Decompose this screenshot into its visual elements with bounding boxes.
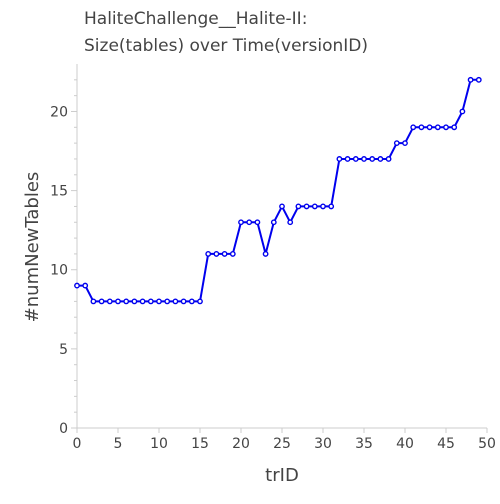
- data-point: [98, 298, 105, 305]
- data-point: [180, 298, 187, 305]
- series-layer: [74, 76, 482, 305]
- data-point: [369, 156, 376, 162]
- x-tick-label: 40: [396, 436, 414, 452]
- data-point: [443, 124, 449, 131]
- data-point: [115, 298, 121, 305]
- data-point: [279, 203, 285, 210]
- x-tick-label: 25: [273, 436, 291, 452]
- y-tick-label: 15: [50, 184, 68, 200]
- data-point: [197, 298, 203, 305]
- data-point: [270, 219, 277, 226]
- data-point: [344, 156, 351, 162]
- data-point: [106, 298, 113, 305]
- data-point: [377, 156, 384, 162]
- data-point: [139, 298, 146, 305]
- x-tick-label: 10: [150, 436, 168, 452]
- data-point: [295, 203, 302, 210]
- x-tick-label: 15: [191, 436, 209, 452]
- x-tick-label: 5: [114, 436, 123, 452]
- data-point: [459, 108, 466, 115]
- data-point: [352, 156, 359, 162]
- data-point: [418, 124, 425, 131]
- data-point: [172, 298, 179, 305]
- data-point: [131, 298, 138, 305]
- data-point: [303, 203, 310, 210]
- data-point: [320, 203, 326, 210]
- data-point: [410, 124, 417, 131]
- x-tick-label: 30: [314, 436, 332, 452]
- data-point: [229, 251, 236, 257]
- x-axis-label: trID: [265, 465, 299, 486]
- chart-title-line-1: HaliteChallenge__Halite-II:: [84, 9, 307, 29]
- y-axis-label: #numNewTables: [22, 172, 43, 323]
- data-point: [336, 156, 343, 162]
- data-point: [246, 219, 253, 226]
- y-tick-label: 10: [50, 263, 68, 279]
- data-point: [402, 140, 408, 147]
- data-point: [156, 298, 162, 305]
- data-point: [221, 251, 228, 257]
- data-point: [123, 298, 130, 305]
- data-point: [287, 219, 294, 226]
- data-point: [451, 124, 458, 131]
- y-tick-label: 20: [50, 104, 68, 120]
- y-tick-label: 0: [59, 421, 68, 437]
- chart-title-line-2: Size(tables) over Time(versionID): [84, 36, 368, 56]
- data-point: [238, 219, 244, 226]
- data-point: [467, 76, 474, 83]
- series-line: [77, 78, 479, 303]
- x-tick-label: 45: [437, 436, 455, 452]
- data-point: [434, 124, 441, 131]
- data-point: [426, 124, 433, 131]
- y-tick-label: 5: [59, 342, 68, 358]
- x-tick-label: 35: [355, 436, 373, 452]
- data-point: [328, 203, 335, 210]
- data-point: [74, 282, 80, 289]
- data-point: [90, 298, 97, 305]
- data-point: [361, 156, 367, 162]
- data-point: [262, 251, 269, 257]
- x-tick-label: 50: [478, 436, 496, 452]
- data-point: [147, 298, 154, 305]
- data-point: [213, 251, 220, 257]
- x-tick-label: 20: [232, 436, 250, 452]
- data-point: [164, 298, 171, 305]
- data-point: [311, 203, 318, 210]
- data-point: [385, 156, 392, 162]
- data-point: [205, 251, 212, 257]
- axes: 0 5 10 15 20 25 30 35 40 45 50 0 5 10 15 20: [50, 64, 496, 452]
- data-point: [82, 282, 89, 289]
- data-point: [475, 76, 482, 83]
- x-tick-label: 0: [73, 436, 82, 452]
- data-point: [393, 140, 400, 147]
- data-point: [254, 219, 261, 226]
- data-point: [188, 298, 195, 305]
